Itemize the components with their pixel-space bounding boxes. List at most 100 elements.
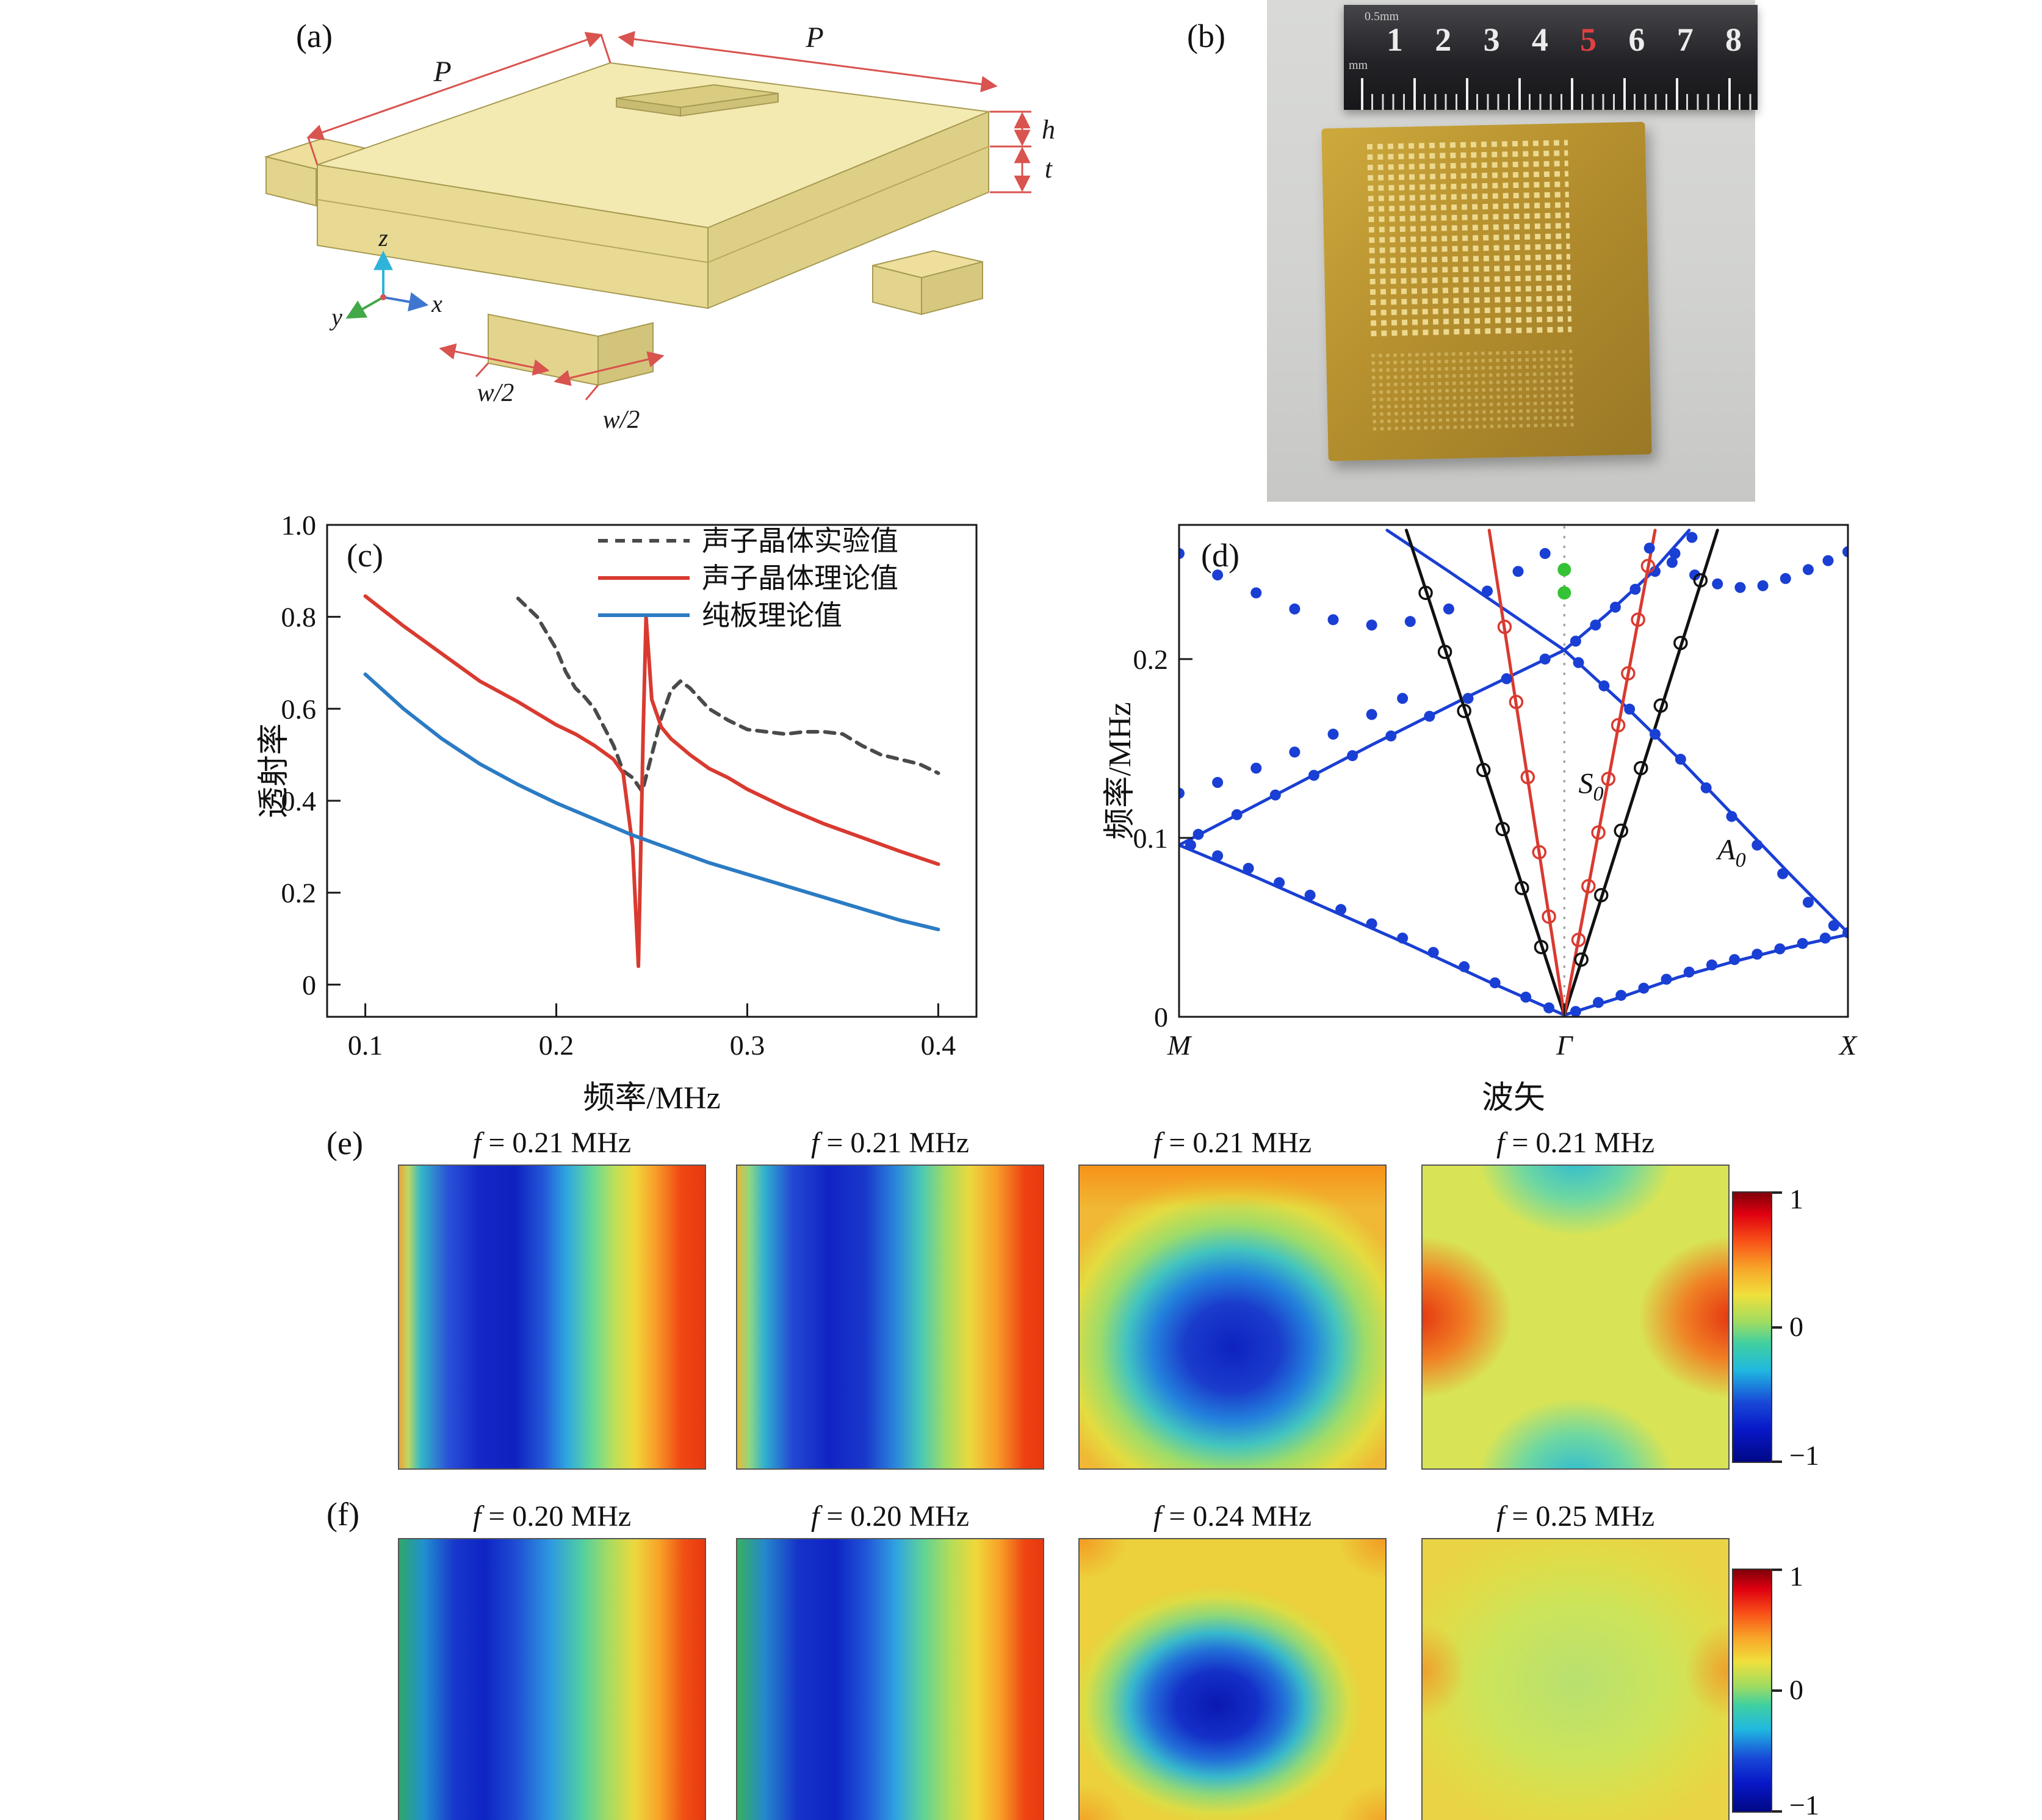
svg-text:0.2: 0.2 [1133,644,1169,675]
svg-text:透射率: 透射率 [257,723,292,818]
hole-array-faint [1371,349,1574,434]
svg-text:0.1: 0.1 [348,1030,383,1061]
sample-photo: 0.5mm mm 1 2 3 4 5 6 7 8 [1267,0,1758,502]
dim-w-left-label: w/2 [477,379,514,407]
svg-text:A0: A0 [1715,834,1745,872]
axes-origin-dot [380,294,386,300]
colorbar-label-bot: −1 [1789,1440,1819,1471]
svg-text:0.2: 0.2 [281,878,317,909]
colorbar-gradient [1732,1191,1772,1463]
coordinate-axes [345,250,429,319]
mode-title: f = 0.20 MHz [810,1500,970,1533]
mode-shape-e3: f = 0.21 MHz [1078,1125,1387,1470]
mode-shape-f2: f = 0.20 MHz [736,1499,1044,1820]
ruler-number-red: 5 [1580,21,1597,58]
x-axis-label: x [431,290,442,317]
mode-title: f = 0.20 MHz [472,1500,632,1533]
colorbar-gradient [1732,1569,1772,1813]
colorbar-f: 1 0 −1 [1732,1561,1836,1820]
mode-shape-row-f: (f) f = 0.20 MHz f = 0.20 MHz f = 0.24 M… [0,1489,2042,1820]
hole-array-main [1367,140,1572,338]
colorbar-tick [1772,1810,1782,1813]
unit-cell-schematic: P P h t w/2 w/2 z x y [264,21,1055,434]
mode-title: f = 0.24 MHz [1153,1500,1312,1533]
colorbar-tick [1772,1689,1782,1692]
y-axis-arrow [345,296,384,319]
colorbar-label-mid: 0 [1789,1674,1803,1705]
mode-shape-map [1078,1165,1387,1470]
svg-text:0.1: 0.1 [1133,823,1169,854]
dim-w-right-label: w/2 [603,406,640,434]
svg-text:0.3: 0.3 [730,1030,765,1061]
colorbar-e: 1 0 −1 [1732,1183,1836,1471]
z-axis-label: z [378,224,388,251]
svg-text:波矢: 波矢 [1482,1081,1545,1116]
svg-text:0: 0 [1154,1002,1168,1033]
mode-shape-f1: f = 0.20 MHz [398,1499,706,1820]
ruler-cm-ticks [1361,78,1758,110]
ruler-unit-side: mm [1349,59,1368,72]
svg-text:声子晶体理论值: 声子晶体理论值 [702,563,898,594]
svg-text:M: M [1167,1030,1192,1061]
mode-shape-e1: f = 0.21 MHz [398,1125,706,1470]
dim-P-right-label: P [805,21,823,54]
mode-title: f = 0.21 MHz [472,1127,632,1159]
mode-shape-map [736,1538,1044,1820]
ruler-number: 3 [1483,21,1500,58]
band-structure-chart: M Γ X 0 0.1 0.2 波矢 频率/MHz S0 A0 (d) [1103,524,1858,1116]
svg-text:纯板理论值: 纯板理论值 [702,600,842,631]
colorbar-tick [1772,1461,1782,1463]
y-axis-label: y [329,303,342,331]
svg-text:(c): (c) [347,537,383,574]
ruler-unit-top: 0.5mm [1365,10,1399,23]
dim-h-label: h [1042,115,1055,145]
svg-text:0.4: 0.4 [281,785,317,817]
mode-shape-row-e: (e) f = 0.21 MHz f = 0.21 MHz f = 0.21 M… [0,1116,2042,1482]
panel-f-label: (f) [327,1496,359,1533]
panel-e-label: (e) [327,1125,363,1161]
panel-b-label: (b) [1187,18,1225,54]
plate-tab-front [488,313,654,386]
svg-text:Γ: Γ [1556,1030,1573,1061]
colorbar-tick [1772,1326,1782,1329]
mode-title: f = 0.25 MHz [1496,1500,1655,1533]
svg-text:0.6: 0.6 [281,693,317,724]
x-axis-arrow [383,292,429,312]
ruler-number: 1 [1387,21,1403,58]
mode-shape-map [1421,1538,1730,1820]
mode-title: f = 0.21 MHz [1496,1127,1655,1159]
svg-text:X: X [1838,1030,1858,1061]
brass-sample-plate [1321,121,1652,461]
dim-P-left-label: P [433,56,451,88]
ruler-number: 2 [1435,21,1452,58]
mode-shape-f3: f = 0.24 MHz [1078,1499,1387,1820]
svg-text:S0: S0 [1579,768,1604,806]
ruler-number: 6 [1628,21,1645,58]
mode-shape-e2: f = 0.21 MHz [736,1125,1044,1470]
plate-tab-right [872,250,983,316]
colorbar-tick [1772,1191,1782,1194]
svg-text:频率/MHz: 频率/MHz [1103,702,1138,839]
colorbar-label-bot: −1 [1789,1789,1819,1820]
mode-shape-map [1078,1538,1387,1820]
mode-shape-f4: f = 0.25 MHz [1421,1499,1730,1820]
svg-text:0.4: 0.4 [921,1030,956,1061]
mode-shape-map [1421,1165,1730,1470]
mode-shape-map [398,1538,706,1820]
svg-text:1.0: 1.0 [281,510,317,541]
mode-title: f = 0.21 MHz [1153,1127,1312,1159]
svg-text:0.8: 0.8 [281,602,317,633]
svg-text:(d): (d) [1201,537,1239,574]
svg-text:0.2: 0.2 [539,1030,574,1061]
mode-title: f = 0.21 MHz [810,1127,970,1159]
svg-text:声子晶体实验值: 声子晶体实验值 [702,525,898,557]
mode-shape-map [736,1165,1044,1470]
mode-shape-map [398,1165,706,1470]
svg-text:频率/MHz: 频率/MHz [583,1081,720,1116]
colorbar-tick [1772,1569,1782,1571]
colorbar-label-top: 1 [1789,1183,1803,1215]
colorbar-label-top: 1 [1789,1561,1803,1592]
ruler-numbers: 1 2 3 4 5 6 7 8 [1387,21,1742,59]
transmission-chart: 0.1 0.2 0.3 0.4 0 0.2 0.4 0.6 0.8 1.0 频率/MHz 透射率 声子晶… [257,510,978,1116]
ruler-number: 7 [1676,21,1694,58]
